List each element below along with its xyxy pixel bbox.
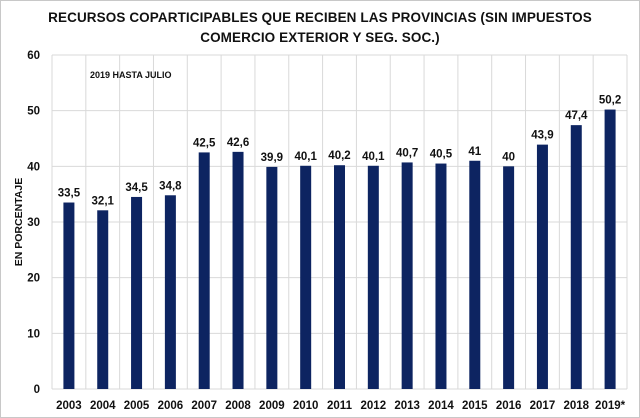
x-tick-label: 2008 xyxy=(225,400,251,412)
data-label: 40 xyxy=(502,151,515,163)
x-tick-label: 2013 xyxy=(394,400,420,412)
bar xyxy=(198,152,210,389)
data-label: 40,1 xyxy=(362,151,385,163)
x-tick-label: 2019* xyxy=(595,400,626,412)
x-tick-label: 2017 xyxy=(530,400,556,412)
data-label: 40,7 xyxy=(396,147,418,159)
data-label: 50,2 xyxy=(599,95,621,107)
x-tick-label: 2005 xyxy=(124,400,150,412)
bar xyxy=(503,166,515,389)
data-label: 41 xyxy=(468,146,481,158)
bar xyxy=(232,151,244,389)
bar xyxy=(536,144,548,389)
x-tick-label: 2016 xyxy=(496,400,522,412)
data-label: 32,1 xyxy=(92,195,115,207)
chart-title-line-2: COMERCIO EXTERIOR Y SEG. SOC.) xyxy=(200,30,440,45)
annotation: 2019 HASTA JULIO xyxy=(90,70,172,80)
x-tick-label: 2018 xyxy=(563,400,589,412)
data-label: 47,4 xyxy=(565,110,588,122)
x-axis-ticks: 2003 2004 2005 2006 2007 2008 2009 2010 2011 2012… xyxy=(56,400,626,412)
y-axis-label: EN PORCENTAJE xyxy=(13,178,25,267)
bar xyxy=(401,162,413,389)
bar xyxy=(97,210,109,389)
data-label: 40,5 xyxy=(430,149,453,161)
x-tick-label: 2007 xyxy=(191,400,217,412)
bar xyxy=(266,166,278,389)
x-tick-label: 2011 xyxy=(327,400,353,412)
bar xyxy=(300,165,312,389)
data-label: 34,8 xyxy=(159,180,182,192)
x-tick-label: 2009 xyxy=(259,400,285,412)
bar xyxy=(367,165,379,389)
bar xyxy=(334,165,345,389)
data-label: 34,5 xyxy=(125,182,148,194)
x-tick-label: 2010 xyxy=(293,400,319,412)
x-tick-label: 2006 xyxy=(158,400,184,412)
data-label: 39,9 xyxy=(261,152,283,164)
y-tick-label: 60 xyxy=(27,50,40,62)
data-label: 43,9 xyxy=(531,130,553,142)
bar xyxy=(604,109,616,389)
data-label: 42,6 xyxy=(227,137,249,149)
bar xyxy=(63,202,75,389)
data-label: 33,5 xyxy=(58,188,81,200)
y-tick-label: 50 xyxy=(27,106,40,118)
bar xyxy=(131,196,143,389)
x-tick-label: 2004 xyxy=(90,400,116,412)
bars xyxy=(63,109,616,389)
data-labels: 33,5 32,1 34,5 34,8 42,5 42,6 39,9 40,1 40,2 40,1… xyxy=(58,95,622,208)
y-axis-ticks: 0 10 20 30 40 50 60 xyxy=(27,50,40,396)
bar xyxy=(164,195,176,389)
y-tick-label: 20 xyxy=(27,273,40,285)
bar xyxy=(570,125,582,389)
x-tick-label: 2014 xyxy=(428,400,454,412)
y-tick-label: 40 xyxy=(27,161,40,173)
x-tick-label: 2012 xyxy=(361,400,387,412)
x-tick-label: 2003 xyxy=(56,400,82,412)
data-label: 40,2 xyxy=(328,150,350,162)
y-tick-label: 0 xyxy=(34,384,40,396)
chart-title-line-1: RECURSOS COPARTICIPABLES QUE RECIBEN LAS… xyxy=(48,10,592,25)
data-label: 40,1 xyxy=(294,151,317,163)
x-tick-label: 2015 xyxy=(462,400,488,412)
data-label: 42,5 xyxy=(193,137,216,149)
y-tick-label: 30 xyxy=(27,217,40,229)
bar xyxy=(435,163,447,389)
bar xyxy=(469,160,481,389)
y-tick-label: 10 xyxy=(27,328,40,340)
